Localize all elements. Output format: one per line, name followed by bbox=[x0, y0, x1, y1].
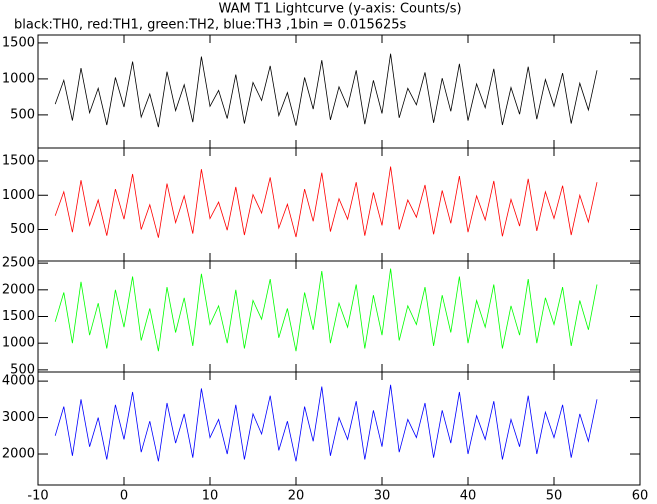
y-tick-label: 2500 bbox=[2, 256, 35, 271]
y-tick-label: 500 bbox=[10, 362, 35, 377]
y-tick-label: 1000 bbox=[2, 188, 35, 203]
x-tick-label: 0 bbox=[120, 489, 128, 504]
lightcurve bbox=[54, 166, 598, 238]
chart-title: WAM T1 Lightcurve (y-axis: Counts/s) bbox=[218, 2, 461, 17]
x-tick-label: 50 bbox=[546, 489, 563, 504]
lightcurve bbox=[54, 384, 598, 462]
y-tick-label: 1000 bbox=[2, 71, 35, 86]
x-tick-label: 30 bbox=[374, 489, 391, 504]
y-tick-label: 2000 bbox=[2, 282, 35, 297]
x-tick-label: 10 bbox=[202, 489, 219, 504]
x-tick-label: 60 bbox=[632, 489, 649, 504]
y-tick-label: 3000 bbox=[2, 410, 35, 425]
chart-subtitle: black:TH0, red:TH1, green:TH2, blue:TH3 … bbox=[14, 18, 407, 33]
y-tick-label: 1500 bbox=[2, 309, 35, 324]
y-tick-label: 500 bbox=[10, 107, 35, 122]
lightcurve bbox=[54, 53, 598, 128]
x-tick-label: -10 bbox=[27, 489, 48, 504]
y-tick-label: 1500 bbox=[2, 154, 35, 169]
x-tick-label: 20 bbox=[288, 489, 305, 504]
y-tick-label: 1000 bbox=[2, 336, 35, 351]
panel-frame bbox=[37, 34, 641, 149]
y-tick-label: 500 bbox=[10, 222, 35, 237]
panel-frame bbox=[37, 260, 641, 373]
y-tick-label: 1500 bbox=[2, 35, 35, 50]
panel-frame bbox=[37, 371, 641, 486]
y-tick-label: 2000 bbox=[2, 447, 35, 462]
lightcurve bbox=[54, 268, 598, 352]
y-tick-label: 4000 bbox=[2, 374, 35, 389]
x-tick-label: 40 bbox=[460, 489, 477, 504]
